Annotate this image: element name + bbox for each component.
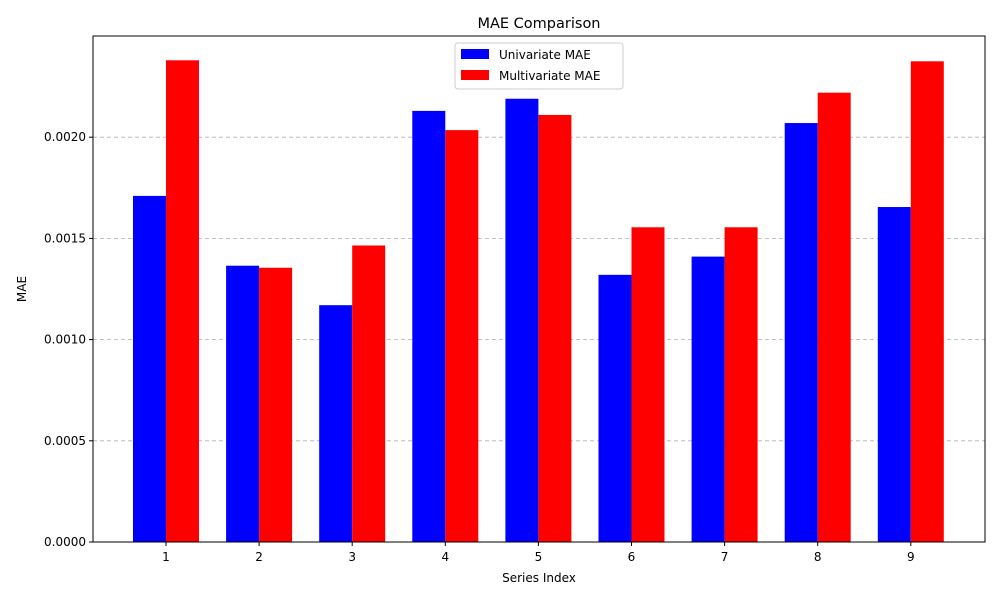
x-tick-label: 5 — [535, 550, 543, 564]
chart-title: MAE Comparison — [477, 16, 600, 32]
bar-multivariate-8 — [817, 92, 851, 542]
x-axis-label: Series Index — [502, 571, 576, 585]
bars — [133, 60, 944, 543]
y-axis: 0.0000 0.0005 0.0010 0.0015 0.0020 — [44, 130, 93, 549]
y-tick-label: 0.0015 — [44, 231, 86, 245]
y-tick-label: 0.0010 — [44, 333, 86, 347]
legend-swatch-univariate — [461, 49, 489, 59]
y-axis-label: MAE — [15, 276, 29, 302]
bar-univariate-8 — [784, 123, 818, 543]
x-tick-label: 2 — [255, 550, 263, 564]
x-tick-label: 9 — [907, 550, 915, 564]
bar-multivariate-3 — [352, 245, 386, 542]
x-tick-label: 7 — [721, 550, 729, 564]
y-tick-label: 0.0020 — [44, 130, 86, 144]
x-tick-label: 1 — [162, 550, 170, 564]
legend: Univariate MAE Multivariate MAE — [454, 42, 624, 90]
bar-multivariate-6 — [631, 227, 665, 542]
y-tick-label: 0.0000 — [44, 535, 86, 549]
bar-univariate-5 — [505, 98, 539, 542]
bar-univariate-9 — [877, 207, 911, 542]
bar-univariate-1 — [133, 195, 166, 542]
x-tick-label: 4 — [441, 550, 449, 564]
bar-multivariate-2 — [259, 267, 293, 542]
x-tick-label: 3 — [348, 550, 356, 564]
legend-label-multivariate: Multivariate MAE — [499, 69, 600, 83]
bar-univariate-2 — [226, 265, 260, 542]
bar-multivariate-7 — [724, 227, 758, 542]
bar-univariate-7 — [691, 256, 725, 542]
bar-multivariate-5 — [538, 114, 572, 542]
bar-univariate-6 — [598, 274, 632, 542]
bar-multivariate-1 — [166, 60, 199, 543]
bar-univariate-4 — [412, 110, 446, 542]
y-tick-label: 0.0005 — [44, 434, 86, 448]
legend-swatch-multivariate — [461, 70, 489, 80]
bar-univariate-3 — [319, 305, 353, 542]
plot-frame — [92, 35, 986, 543]
x-axis: 1 2 3 4 5 6 7 8 9 — [162, 542, 915, 564]
x-tick-label: 8 — [814, 550, 822, 564]
legend-box — [454, 42, 624, 90]
legend-label-univariate: Univariate MAE — [499, 48, 591, 62]
bar-multivariate-4 — [445, 130, 479, 542]
x-tick-label: 6 — [628, 550, 636, 564]
bar-multivariate-9 — [910, 61, 944, 543]
